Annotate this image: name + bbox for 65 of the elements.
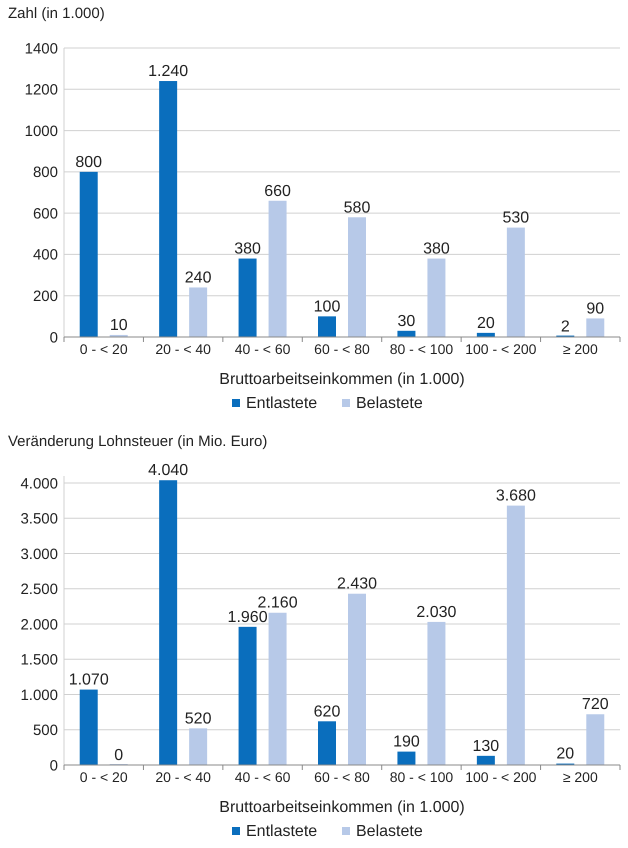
x-tick-label: 80 - < 100 [390, 769, 454, 785]
x-tick-label: 40 - < 60 [234, 769, 291, 785]
y-tick-label: 600 [32, 205, 58, 222]
y-tick-label: 2.000 [20, 616, 58, 634]
y-tick-label: 4.000 [20, 475, 58, 492]
data-label: 90 [586, 300, 604, 318]
data-label: 10 [110, 316, 128, 334]
data-label: 2.430 [336, 576, 378, 593]
x-tick-label: 100 - < 200 [465, 769, 537, 785]
data-label: 3.680 [496, 488, 536, 505]
data-label: 580 [344, 199, 370, 216]
data-label: 130 [472, 738, 500, 755]
data-label: 2.030 [416, 604, 457, 621]
data-label: 800 [75, 154, 102, 171]
data-label: 190 [393, 734, 420, 751]
x-axis-title: Bruttoarbeitseinkommen (in 1.000) [219, 799, 465, 816]
x-tick-label: 0 - < 20 [80, 341, 128, 357]
x-tick-label: 80 - < 100 [390, 341, 454, 357]
data-label: 0 [114, 747, 124, 764]
data-label: 1.240 [148, 63, 188, 80]
x-axis-title: Bruttoarbeitseinkommen (in 1.000) [219, 371, 465, 388]
data-label: 4.040 [148, 462, 188, 480]
data-label: 660 [264, 182, 292, 200]
data-label: 20 [556, 746, 574, 763]
y-tick-label: 400 [32, 246, 58, 264]
data-label: 240 [184, 269, 212, 286]
data-label: 20 [476, 314, 495, 332]
data-label: 530 [502, 210, 530, 227]
data-label: 520 [184, 710, 212, 728]
x-tick-label: 60 - < 80 [314, 769, 370, 785]
data-label: 30 [398, 312, 416, 330]
legend-label: Entlastete [246, 395, 318, 412]
legend-label: Belastete [356, 395, 423, 412]
y-tick-label: 1400 [24, 40, 58, 58]
y-tick-label: 1.500 [20, 652, 58, 669]
x-tick-label: 100 - < 200 [465, 341, 537, 357]
x-tick-label: 20 - < 40 [155, 769, 212, 785]
legend-label: Entlastete [246, 823, 318, 840]
data-label: 2 [560, 318, 570, 336]
data-label: 380 [234, 240, 262, 258]
y-tick-label: 1000 [24, 122, 58, 140]
x-tick-label: 60 - < 80 [314, 341, 370, 357]
y-tick-label: 2.500 [20, 581, 58, 598]
y-axis-title: Zahl (in 1.000) [8, 5, 105, 22]
data-label: 620 [314, 703, 340, 720]
y-tick-label: 500 [32, 722, 58, 740]
x-tick-label: 0 - < 20 [80, 769, 128, 785]
legend-label: Belastete [356, 823, 423, 840]
x-tick-label: 20 - < 40 [155, 341, 212, 357]
x-tick-label: ≥ 200 [562, 341, 598, 357]
data-label: 380 [423, 240, 450, 258]
y-tick-label: 3.000 [20, 546, 58, 563]
data-label: 720 [582, 696, 609, 714]
y-tick-label: 800 [32, 164, 58, 182]
y-axis-title: Veränderung Lohnsteuer (in Mio. Euro) [8, 433, 268, 450]
x-tick-label: ≥ 200 [562, 769, 598, 785]
y-tick-label: 1.000 [20, 686, 58, 704]
y-tick-label: 3.500 [20, 510, 58, 528]
y-tick-label: 1200 [24, 82, 58, 99]
y-tick-label: 0 [50, 329, 58, 346]
data-label: 100 [314, 298, 340, 316]
x-tick-label: 40 - < 60 [234, 341, 291, 357]
y-tick-label: 200 [32, 288, 58, 305]
y-tick-label: 0 [50, 757, 58, 774]
data-label: 1.070 [68, 672, 109, 689]
